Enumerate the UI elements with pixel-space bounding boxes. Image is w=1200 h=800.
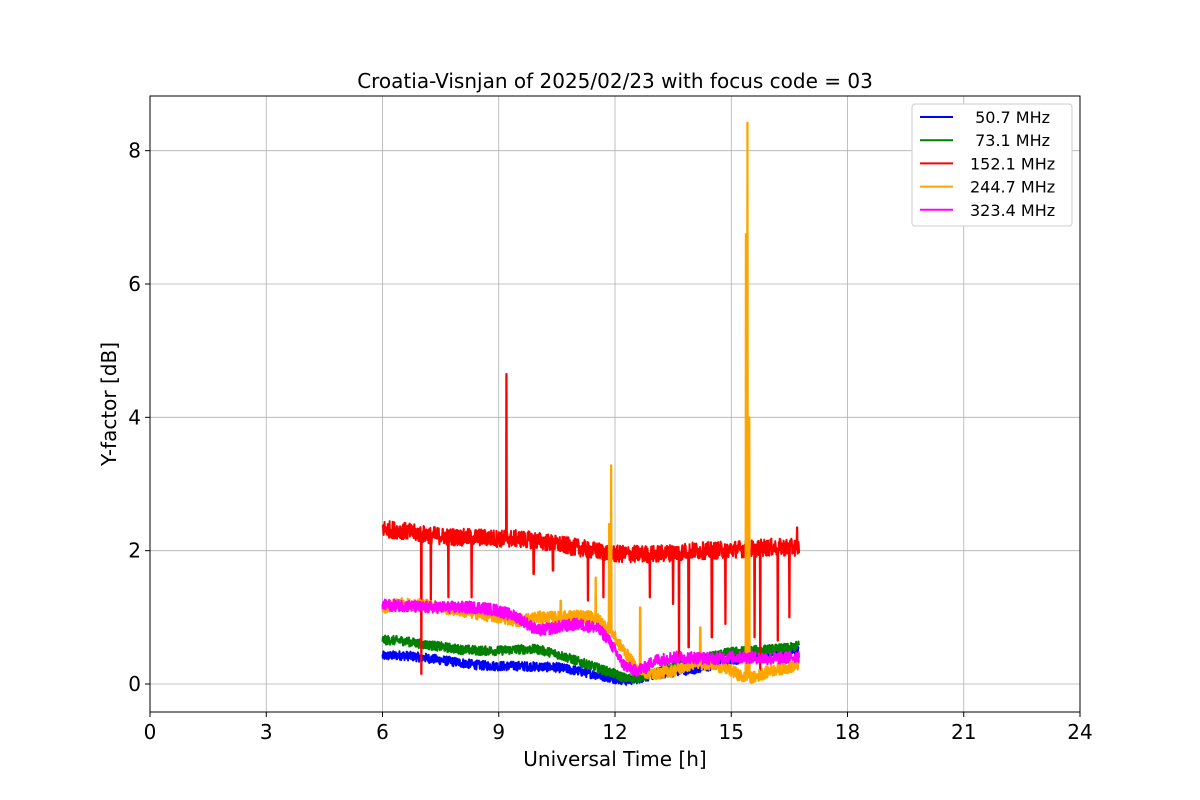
x-tick-label: 15 — [719, 720, 744, 744]
y-tick-label: 4 — [128, 405, 141, 429]
x-tick-label: 3 — [260, 720, 273, 744]
legend-label: 50.7 MHz — [970, 108, 1050, 127]
y-tick-label: 6 — [128, 272, 141, 296]
x-tick-label: 9 — [492, 720, 505, 744]
x-axis-label: Universal Time [h] — [523, 747, 706, 771]
x-axis-ticks: 0 3 6 9 12 15 18 21 24 — [144, 712, 1093, 744]
x-tick-label: 21 — [951, 720, 976, 744]
chart-title: Croatia-Visnjan of 2025/02/23 with focus… — [357, 69, 873, 93]
legend-box — [911, 103, 1073, 227]
legend-label: 152.1 MHz — [970, 154, 1055, 173]
x-tick-label: 6 — [376, 720, 389, 744]
series-line-4 — [381, 598, 801, 677]
series-line-2 — [381, 373, 801, 675]
y-tick-label: 8 — [128, 139, 141, 163]
x-tick-label: 24 — [1067, 720, 1092, 744]
y-tick-label: 0 — [128, 672, 141, 696]
x-tick-label: 12 — [602, 720, 627, 744]
legend-label: 73.1 MHz — [970, 131, 1050, 150]
x-tick-label: 18 — [835, 720, 860, 744]
y-tick-label: 2 — [128, 539, 141, 563]
y-axis-label: Y-factor [dB] — [97, 342, 121, 467]
legend-label: 323.4 MHz — [970, 201, 1055, 220]
legend-label: 244.7 MHz — [970, 178, 1055, 197]
series-group — [381, 121, 801, 686]
legend: 50.7 MHz 73.1 MHz 152.1 MHz 244.7 MHz 323.4… — [911, 103, 1073, 227]
y-axis-ticks: 0 2 4 6 8 — [128, 139, 150, 696]
x-tick-label: 0 — [144, 720, 157, 744]
legend-entries: 50.7 MHz 73.1 MHz 152.1 MHz 244.7 MHz 323.4… — [920, 108, 1055, 220]
